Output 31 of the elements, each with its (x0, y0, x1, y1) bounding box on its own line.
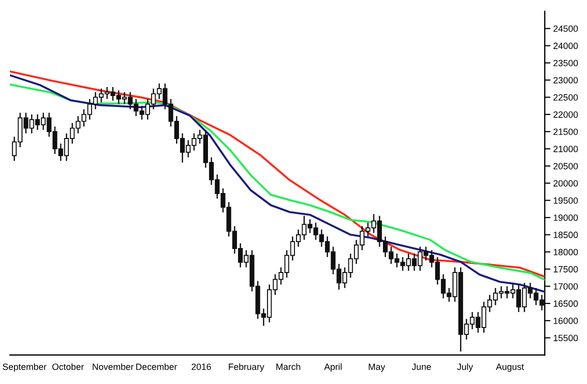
x-tick-label: November (92, 363, 134, 370)
y-tick-label: 22000 (554, 111, 578, 118)
y-tick-label: 24000 (554, 42, 578, 50)
x-tick-label: May (368, 364, 386, 372)
y-tick-label: 23000 (554, 77, 578, 84)
y-tick-label: 21500 (554, 128, 578, 135)
y-tick-label: 18000 (554, 248, 578, 256)
y-tick-label: 21000 (554, 146, 578, 152)
y-tick-label: 19000 (554, 214, 578, 221)
x-tick-label: February (228, 363, 264, 372)
y-tick-label: 16000 (554, 318, 578, 324)
y-tick-label: 17000 (554, 283, 578, 290)
x-tick-label: 2016 (192, 364, 211, 370)
x-tick-label: April (324, 363, 342, 372)
y-tick-label: 18500 (554, 232, 578, 238)
y-tick-label: 23500 (554, 60, 578, 66)
y-tick-label: 20500 (554, 162, 578, 170)
x-tick-label: July (457, 363, 474, 372)
y-tick-label: 16500 (554, 300, 578, 307)
y-tick-label: 19500 (554, 197, 578, 204)
x-tick-label: June (412, 364, 431, 370)
x-tick-label: August (496, 364, 524, 372)
y-tick-label: 20000 (554, 180, 578, 187)
x-tick-label: September (2, 363, 46, 372)
x-tick-label: December (136, 363, 178, 370)
y-tick-label: 15500 (554, 334, 578, 342)
x-tick-label: March (276, 363, 300, 370)
y-tick-label: 22500 (554, 94, 578, 101)
y-tick-label: 24500 (554, 25, 578, 32)
y-tick-label: 17500 (554, 266, 578, 272)
x-tick-label: October (52, 363, 84, 370)
